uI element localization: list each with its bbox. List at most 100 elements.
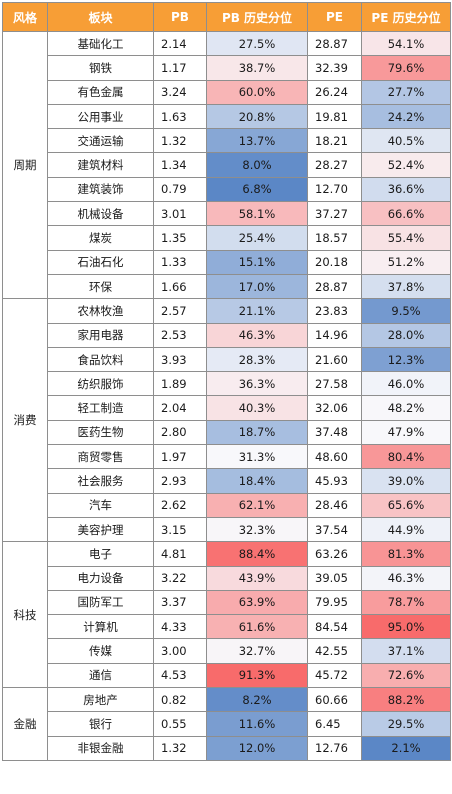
table-row: 煤炭 1.35 25.4% 18.57 55.4% — [3, 225, 451, 251]
pe-cell: 6.45 — [307, 711, 362, 737]
sector-cell: 建筑装饰 — [47, 176, 154, 203]
pe-cell: 37.27 — [307, 201, 362, 227]
sector-cell: 有色金属 — [47, 79, 154, 105]
style-cell: 科技 — [2, 541, 48, 689]
pe-cell: 21.60 — [307, 346, 362, 373]
sector-cell: 机械设备 — [47, 201, 154, 227]
pe-percentile-cell: 27.7% — [361, 79, 451, 105]
pb-cell: 1.34 — [153, 152, 207, 178]
pb-cell: 3.01 — [153, 201, 207, 227]
header-pb: PB — [153, 2, 207, 32]
pb-percentile-cell: 43.9% — [206, 565, 308, 591]
pe-percentile-cell: 29.5% — [361, 711, 451, 737]
pb-cell: 2.53 — [153, 322, 207, 348]
style-cell: 周期 — [2, 30, 48, 300]
sector-cell: 通信 — [47, 662, 154, 689]
pe-percentile-cell: 72.6% — [361, 662, 451, 689]
table-row: 商贸零售 1.97 31.3% 48.60 80.4% — [3, 444, 451, 470]
pe-cell: 12.76 — [307, 735, 362, 761]
pe-percentile-cell: 78.7% — [361, 589, 451, 616]
pb-cell: 1.66 — [153, 273, 207, 300]
pb-cell: 4.81 — [153, 541, 207, 567]
header-pb-percentile: PB 历史分位 — [206, 2, 308, 32]
pe-percentile-cell: 47.9% — [361, 419, 451, 446]
pb-percentile-cell: 58.1% — [206, 201, 308, 227]
pb-percentile-cell: 20.8% — [206, 103, 308, 130]
pe-cell: 27.58 — [307, 371, 362, 397]
sector-cell: 环保 — [47, 273, 154, 300]
pe-percentile-cell: 24.2% — [361, 103, 451, 130]
pb-cell: 2.80 — [153, 419, 207, 446]
pb-cell: 0.82 — [153, 687, 207, 713]
table-row: 公用事业 1.63 20.8% 19.81 24.2% — [3, 103, 451, 130]
pb-percentile-cell: 11.6% — [206, 711, 308, 737]
table-row: 社会服务 2.93 18.4% 45.93 39.0% — [3, 468, 451, 494]
table-row: 非银金融 1.32 12.0% 12.76 2.1% — [3, 735, 451, 761]
table-row: 美容护理 3.15 32.3% 37.54 44.9% — [3, 516, 451, 543]
sector-cell: 银行 — [47, 711, 154, 737]
sector-cell: 传媒 — [47, 638, 154, 664]
sector-cell: 美容护理 — [47, 516, 154, 543]
pe-percentile-cell: 39.0% — [361, 468, 451, 494]
pb-cell: 3.93 — [153, 346, 207, 373]
pb-cell: 1.97 — [153, 444, 207, 470]
pb-percentile-cell: 62.1% — [206, 492, 308, 518]
pb-cell: 1.63 — [153, 103, 207, 130]
header-row: 风格 板块 PB PB 历史分位 PE PE 历史分位 — [2, 2, 451, 32]
pe-cell: 42.55 — [307, 638, 362, 664]
pe-percentile-cell: 54.1% — [361, 30, 451, 57]
pe-cell: 48.60 — [307, 444, 362, 470]
sector-cell: 社会服务 — [47, 468, 154, 494]
style-cell: 消费 — [2, 298, 48, 543]
pb-cell: 1.32 — [153, 128, 207, 154]
pe-percentile-cell: 52.4% — [361, 152, 451, 178]
sector-cell: 石油石化 — [47, 249, 154, 275]
pe-cell: 20.18 — [307, 249, 362, 275]
table-row: 石油石化 1.33 15.1% 20.18 51.2% — [3, 249, 451, 275]
sector-cell: 商贸零售 — [47, 444, 154, 470]
pb-cell: 1.17 — [153, 55, 207, 81]
pe-percentile-cell: 79.6% — [361, 55, 451, 81]
table-row: 传媒 3.00 32.7% 42.55 37.1% — [3, 638, 451, 664]
table-row: 医药生物 2.80 18.7% 37.48 47.9% — [3, 419, 451, 446]
table-row: 建筑材料 1.34 8.0% 28.27 52.4% — [3, 152, 451, 178]
pe-percentile-cell: 28.0% — [361, 322, 451, 348]
table-row: 消费 农林牧渔 2.57 21.1% 23.83 9.5% — [2, 298, 451, 543]
pe-cell: 39.05 — [307, 565, 362, 591]
table-row: 周期 基础化工 2.14 27.5% 28.87 54.1% — [2, 30, 451, 300]
table-row: 银行 0.55 11.6% 6.45 29.5% — [3, 711, 451, 737]
table-row: 钢铁 1.17 38.7% 32.39 79.6% — [3, 55, 451, 81]
pb-cell: 2.14 — [153, 30, 207, 57]
pe-cell: 32.06 — [307, 395, 362, 421]
pb-percentile-cell: 25.4% — [206, 225, 308, 251]
pb-percentile-cell: 31.3% — [206, 444, 308, 470]
sector-cell: 建筑材料 — [47, 152, 154, 178]
sector-cell: 计算机 — [47, 614, 154, 640]
pb-cell: 3.24 — [153, 79, 207, 105]
table-row: 纺织服饰 1.89 36.3% 27.58 46.0% — [3, 371, 451, 397]
pb-percentile-cell: 38.7% — [206, 55, 308, 81]
table-row: 汽车 2.62 62.1% 28.46 65.6% — [3, 492, 451, 518]
sector-cell: 轻工制造 — [47, 395, 154, 421]
pb-percentile-cell: 32.3% — [206, 516, 308, 543]
pe-cell: 37.54 — [307, 516, 362, 543]
header-pe-percentile: PE 历史分位 — [361, 2, 451, 32]
sector-cell: 家用电器 — [47, 322, 154, 348]
pb-cell: 3.37 — [153, 589, 207, 616]
pe-cell: 18.21 — [307, 128, 362, 154]
pe-percentile-cell: 55.4% — [361, 225, 451, 251]
pb-percentile-cell: 36.3% — [206, 371, 308, 397]
pe-cell: 23.83 — [307, 298, 362, 324]
pe-percentile-cell: 44.9% — [361, 516, 451, 543]
sector-cell: 电子 — [47, 541, 154, 567]
pe-percentile-cell: 40.5% — [361, 128, 451, 154]
pe-cell: 32.39 — [307, 55, 362, 81]
table-row: 金融 房地产 0.82 8.2% 60.66 88.2% — [2, 687, 451, 761]
header-style: 风格 — [2, 2, 48, 32]
pb-cell: 2.04 — [153, 395, 207, 421]
pb-percentile-cell: 21.1% — [206, 298, 308, 324]
pe-percentile-cell: 81.3% — [361, 541, 451, 567]
pe-cell: 18.57 — [307, 225, 362, 251]
pb-cell: 1.32 — [153, 735, 207, 761]
pb-percentile-cell: 13.7% — [206, 128, 308, 154]
